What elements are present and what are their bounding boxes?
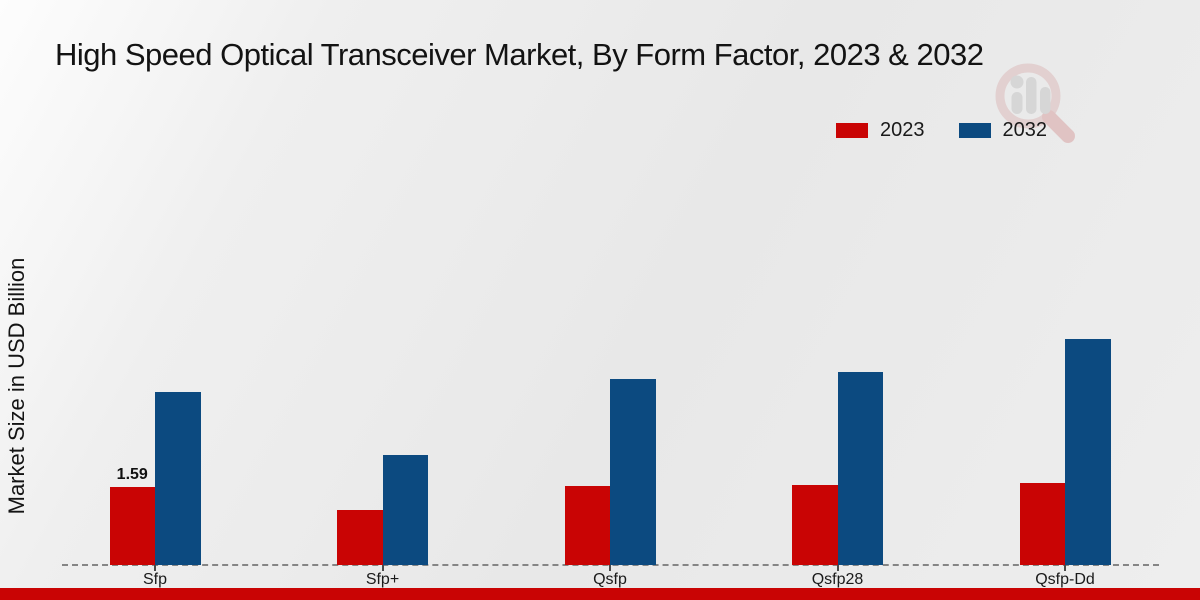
bar-2023-Sfp+ [337, 510, 383, 565]
x-axis-tick [381, 565, 384, 571]
y-axis-label: Market Size in USD Billion [4, 257, 29, 515]
bottom-accent-bar [0, 588, 1200, 600]
x-axis-tick [1064, 565, 1066, 571]
bar-2032-Qsfp [610, 379, 656, 565]
category-label-Qsfp: Qsfp [593, 571, 627, 588]
bar-2023-Sfp [109, 487, 155, 565]
chart-title: High Speed Optical Transceiver Market, B… [55, 37, 984, 72]
legend-label-2023: 2023 [880, 119, 925, 141]
x-axis-tick [836, 565, 839, 571]
x-axis-tick [609, 565, 611, 571]
legend-item-2023: 2023 [836, 119, 925, 142]
x-axis-tick [154, 565, 156, 571]
bar-2032-Sfp+ [382, 455, 428, 565]
legend-swatch-2023 [836, 123, 868, 138]
bar-2032-Qsfp-Dd [1065, 339, 1111, 565]
data-value-label: 1.59 [116, 466, 148, 483]
category-label-Qsfp-Dd: Qsfp-Dd [1035, 571, 1095, 588]
bar-2023-Qsfp [564, 486, 610, 565]
category-label-Sfp+: Sfp+ [365, 571, 400, 588]
category-label-Qsfp28: Qsfp28 [811, 571, 864, 588]
bar-2032-Qsfp28 [837, 372, 883, 565]
bar-2023-Qsfp28 [792, 485, 838, 565]
legend-item-2032: 2032 [958, 119, 1048, 142]
category-label-Sfp: Sfp [142, 571, 167, 588]
magnifier-bar-chart-watermark-icon [995, 63, 1075, 143]
legend: 2023 2032 [836, 119, 1047, 142]
bar-2023-Qsfp-Dd [1019, 483, 1065, 565]
bar-2032-Sfp [155, 392, 201, 565]
legend-label-2032: 2032 [1002, 119, 1048, 141]
legend-swatch-2032 [958, 123, 991, 138]
